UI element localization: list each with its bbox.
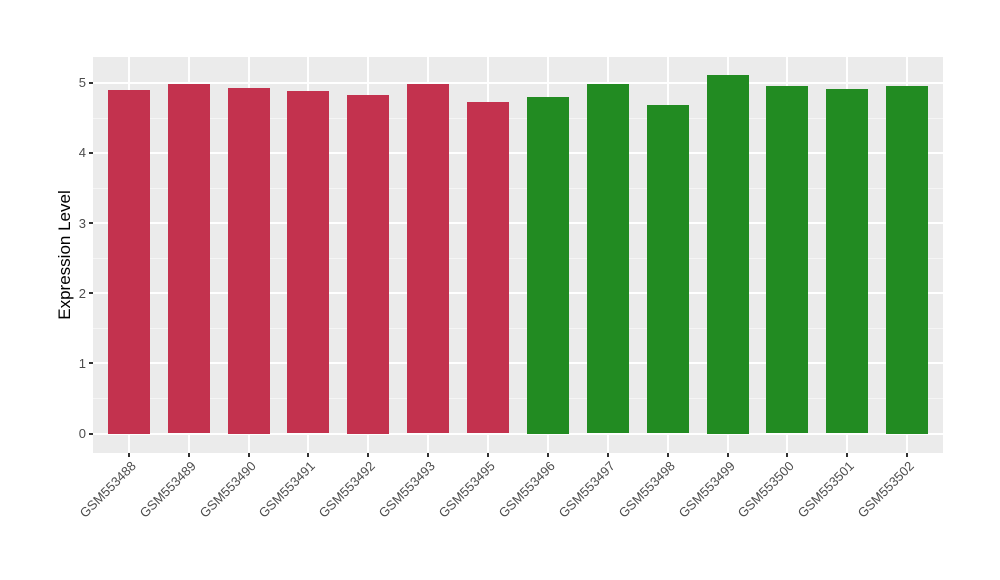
bar [886,86,928,434]
x-tick-mark [667,453,669,457]
bar [467,102,509,433]
bar [707,75,749,434]
x-tick-mark [607,453,609,457]
bar [766,86,808,433]
x-tick-mark [786,453,788,457]
x-tick-label: GSM553490 [196,458,259,521]
y-tick-mark [89,82,93,84]
x-tick-mark [307,453,309,457]
bar [647,105,689,433]
y-tick-mark [89,433,93,435]
y-tick-mark [89,222,93,224]
x-tick-label: GSM553492 [315,458,378,521]
gridline-y-major [93,362,943,364]
x-tick-label: GSM553488 [76,458,139,521]
x-tick-mark [906,453,908,457]
gridline-y-minor [93,258,943,259]
x-tick-label: GSM553493 [375,458,438,521]
x-tick-label: GSM553499 [675,458,738,521]
x-tick-label: GSM553498 [615,458,678,521]
x-tick-label: GSM553489 [136,458,199,521]
y-tick-label: 5 [78,75,86,90]
y-tick-mark [89,292,93,294]
x-tick-mark [188,453,190,457]
gridline-y-minor [93,188,943,189]
x-tick-label: GSM553491 [255,458,318,521]
x-tick-mark [547,453,549,457]
x-tick-mark [846,453,848,457]
y-tick-mark [89,362,93,364]
x-tick-mark [487,453,489,457]
bar [407,84,449,433]
x-tick-label: GSM553500 [734,458,797,521]
y-tick-label: 4 [78,145,86,160]
x-tick-label: GSM553496 [495,458,558,521]
bar [168,84,210,433]
y-tick-label: 2 [78,286,86,301]
x-tick-mark [727,453,729,457]
bar [347,95,389,434]
bar [587,84,629,433]
gridline-y-major [93,222,943,224]
y-tick-label: 3 [78,216,86,231]
bar [287,91,329,433]
gridline-y-minor [93,328,943,329]
bar [228,88,270,434]
x-tick-mark [128,453,130,457]
x-tick-label: GSM553497 [555,458,618,521]
x-tick-mark [367,453,369,457]
x-tick-label: GSM553495 [435,458,498,521]
gridline-y-major [93,82,943,84]
y-axis-title: Expression Level [55,190,74,320]
y-tick-mark [89,152,93,154]
gridline-y-major [93,433,943,435]
gridline-y-minor [93,118,943,119]
plot-panel [93,57,943,453]
bar [527,97,569,434]
gridline-y-minor [93,398,943,399]
bar [108,90,150,434]
gridline-y-major [93,292,943,294]
y-tick-label: 1 [78,356,86,371]
y-tick-label: 0 [78,426,86,441]
x-tick-mark [248,453,250,457]
x-tick-label: GSM553501 [794,458,857,521]
gridline-y-major [93,152,943,154]
bar [826,89,868,433]
x-tick-label: GSM553502 [854,458,917,521]
x-tick-mark [427,453,429,457]
